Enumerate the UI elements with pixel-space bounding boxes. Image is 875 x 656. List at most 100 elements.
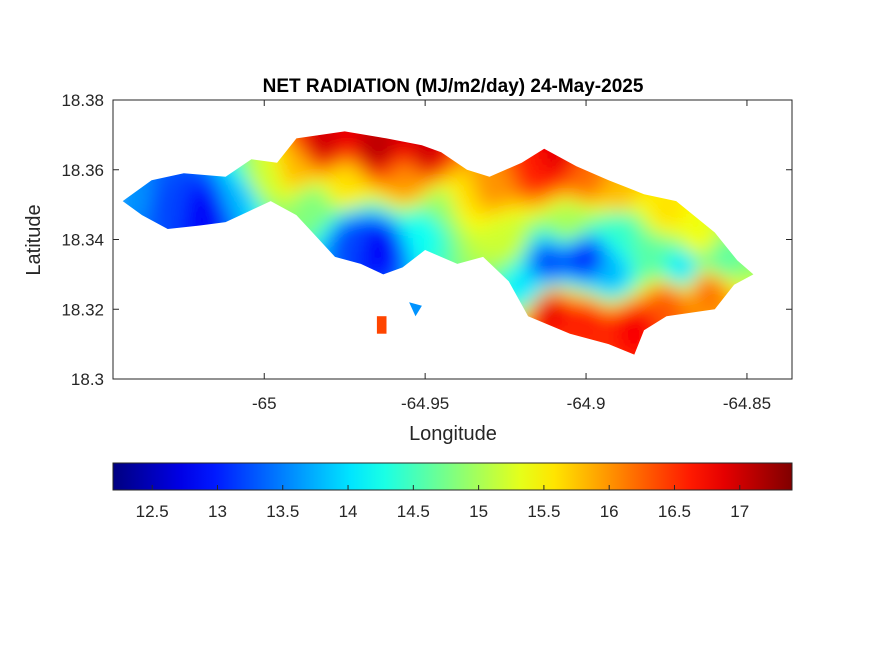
- heat-cell: [178, 215, 184, 221]
- heat-cell: [218, 215, 224, 221]
- heat-cell: [528, 155, 534, 161]
- heat-cell: [258, 190, 264, 196]
- heat-cell: [553, 290, 559, 296]
- heat-cell: [538, 260, 544, 266]
- heat-cell: [528, 180, 534, 186]
- heat-cell: [438, 235, 444, 241]
- heat-cell: [368, 180, 374, 186]
- heat-cell: [238, 195, 244, 201]
- heat-cell: [353, 205, 359, 211]
- heat-cell: [458, 185, 464, 191]
- heat-cell: [408, 245, 414, 251]
- heat-cell: [503, 185, 509, 191]
- heat-cell: [518, 210, 524, 216]
- heat-cell: [363, 140, 369, 146]
- heat-cell: [363, 145, 369, 151]
- heat-cell: [398, 255, 404, 261]
- heat-cell: [493, 200, 499, 206]
- heat-cell: [488, 250, 494, 256]
- heat-cell: [348, 255, 354, 261]
- heat-cell: [453, 200, 459, 206]
- heat-cell: [378, 195, 384, 201]
- heat-cell: [408, 205, 414, 211]
- heat-cell: [468, 205, 474, 211]
- heat-cell: [303, 200, 309, 206]
- heat-cell: [298, 210, 304, 216]
- heat-cell: [313, 140, 319, 146]
- heat-cell: [418, 230, 424, 236]
- heat-cell: [368, 255, 374, 261]
- heat-cell: [463, 215, 469, 221]
- heat-cell: [198, 220, 204, 226]
- heat-cell: [543, 170, 549, 176]
- heat-cell: [408, 235, 414, 241]
- heat-cell: [423, 220, 429, 226]
- heat-cell: [313, 160, 319, 166]
- heat-cell: [523, 195, 529, 201]
- heat-cell: [513, 240, 519, 246]
- heat-cell: [353, 255, 359, 261]
- heat-cell: [498, 220, 504, 226]
- heat-cell: [503, 205, 509, 211]
- heat-cell: [343, 235, 349, 241]
- heat-cell: [463, 220, 469, 226]
- heat-cell: [333, 240, 339, 246]
- heat-cell: [418, 245, 424, 251]
- heat-cell: [518, 205, 524, 211]
- heat-cell: [448, 210, 454, 216]
- heat-cell: [333, 135, 339, 141]
- heat-cell: [543, 185, 549, 191]
- heat-cell: [383, 235, 389, 241]
- heat-cell: [403, 190, 409, 196]
- heat-cell: [413, 205, 419, 211]
- heat-cell: [538, 315, 544, 321]
- heat-cell: [548, 155, 554, 161]
- heat-cell: [283, 200, 289, 206]
- heat-cell: [403, 235, 409, 241]
- heat-cell: [468, 215, 474, 221]
- heat-cell: [423, 235, 429, 241]
- heat-cell: [423, 165, 429, 171]
- heat-cell: [338, 170, 344, 176]
- heat-cell: [248, 180, 254, 186]
- heat-cell: [543, 305, 549, 311]
- heat-cell: [278, 170, 284, 176]
- heat-cell: [378, 250, 384, 256]
- heat-cell: [468, 185, 474, 191]
- heat-cell: [358, 230, 364, 236]
- heat-cell: [533, 240, 539, 246]
- heat-cell: [373, 170, 379, 176]
- heat-cell: [253, 195, 259, 201]
- heat-cell: [378, 160, 384, 166]
- heat-cell: [238, 175, 244, 181]
- heat-cell: [398, 195, 404, 201]
- heat-cell: [508, 280, 514, 286]
- heat-cell: [423, 170, 429, 176]
- heat-cell: [208, 180, 214, 186]
- heat-cell: [383, 165, 389, 171]
- heat-cell: [513, 265, 519, 271]
- heat-cell: [498, 210, 504, 216]
- heat-cell: [508, 175, 514, 181]
- heat-cell: [288, 170, 294, 176]
- heat-cell: [263, 175, 269, 181]
- heat-cell: [413, 180, 419, 186]
- heat-cell: [513, 270, 519, 276]
- heat-cell: [458, 180, 464, 186]
- heat-cell: [508, 210, 514, 216]
- heat-cell: [503, 225, 509, 231]
- heat-cell: [513, 290, 519, 296]
- heat-cell: [373, 150, 379, 156]
- heat-cell: [198, 185, 204, 191]
- heat-cell: [188, 195, 194, 201]
- heat-cell: [143, 205, 149, 211]
- heat-cell: [553, 190, 559, 196]
- heat-cell: [443, 255, 449, 261]
- heat-cell: [218, 185, 224, 191]
- heat-cell: [313, 180, 319, 186]
- heat-cell: [358, 135, 364, 141]
- heat-cell: [158, 195, 164, 201]
- heat-cell: [393, 250, 399, 256]
- heat-cell: [538, 165, 544, 171]
- heat-cell: [478, 175, 484, 181]
